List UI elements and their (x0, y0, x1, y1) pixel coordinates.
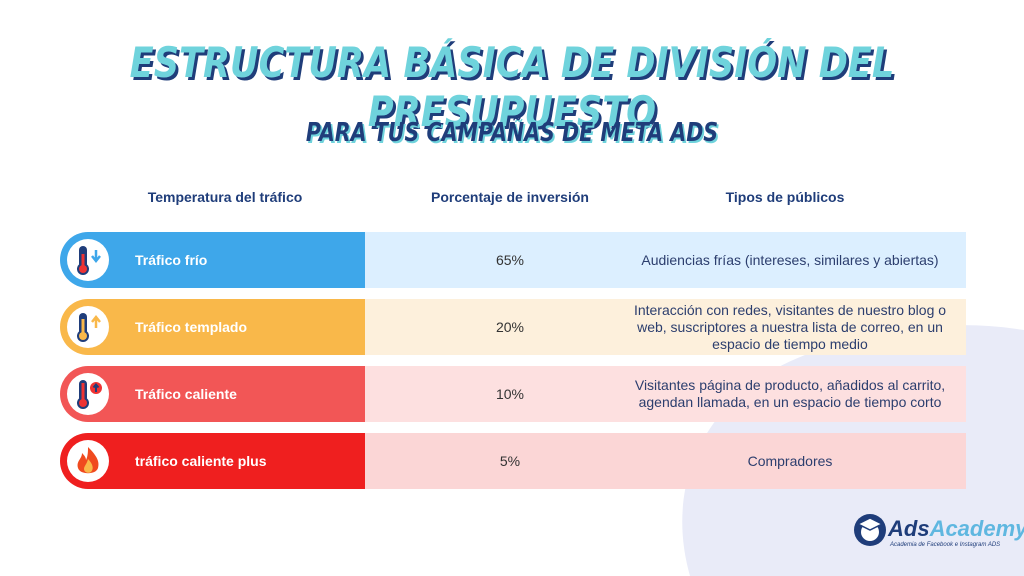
title: ESTRUCTURA BÁSICA DE DIVISIÓN DEL PRESUP… (129, 38, 895, 136)
thermometer-warm-icon (67, 306, 109, 348)
thermometer-cold-icon (67, 239, 109, 281)
row-label: Tráfico caliente (135, 386, 237, 402)
row-audience: Interacción con redes, visitantes de nue… (633, 301, 947, 352)
table-row: tráfico caliente plus 5% Compradores (60, 433, 966, 489)
row-percentage: 10% (495, 386, 525, 402)
row-label: tráfico caliente plus (135, 453, 267, 469)
table-row: Tráfico frío 65% Audiencias frías (intere… (60, 232, 966, 288)
logo-text: AdsAcademy® (888, 516, 1024, 542)
row-bg (365, 232, 966, 288)
row-label-bg (60, 299, 365, 355)
row-audience: Compradores (747, 452, 833, 469)
logo-tagline: Academia de Facebook e Instagram ADS (890, 542, 1001, 548)
logo-academy: Academy (929, 516, 1024, 541)
column-header: Temperatura del tráfico (147, 189, 303, 205)
row-label-bg (60, 366, 365, 422)
row-percentage: 65% (495, 252, 525, 268)
row-percentage: 5% (499, 453, 521, 469)
fire-icon (67, 440, 109, 482)
row-bg (365, 366, 966, 422)
logo-icon (854, 514, 886, 546)
row-audience: Visitantes página de producto, añadidos … (634, 377, 946, 410)
row-audience: Audiencias frías (intereses, similares y… (641, 251, 939, 268)
column-header: Porcentaje de inversión (431, 189, 589, 205)
row-label: Tráfico templado (135, 319, 248, 335)
column-header: Tipos de públicos (725, 189, 845, 205)
row-percentage: 20% (495, 319, 525, 335)
subtitle: PARA TUS CAMPAÑAS DE META ADS (305, 118, 719, 148)
row-label: Tráfico frío (135, 252, 208, 268)
thermometer-hot-icon (67, 373, 109, 415)
table-row: Tráfico templado 20% Interacción con rede… (60, 299, 966, 355)
table-row: Tráfico caliente 10% Visitantes página de… (60, 366, 966, 422)
row-bg (365, 299, 966, 355)
logo-ads: Ads (888, 516, 930, 541)
row-label-bg (60, 232, 365, 288)
row-label-bg (60, 433, 365, 489)
row-bg (365, 433, 966, 489)
